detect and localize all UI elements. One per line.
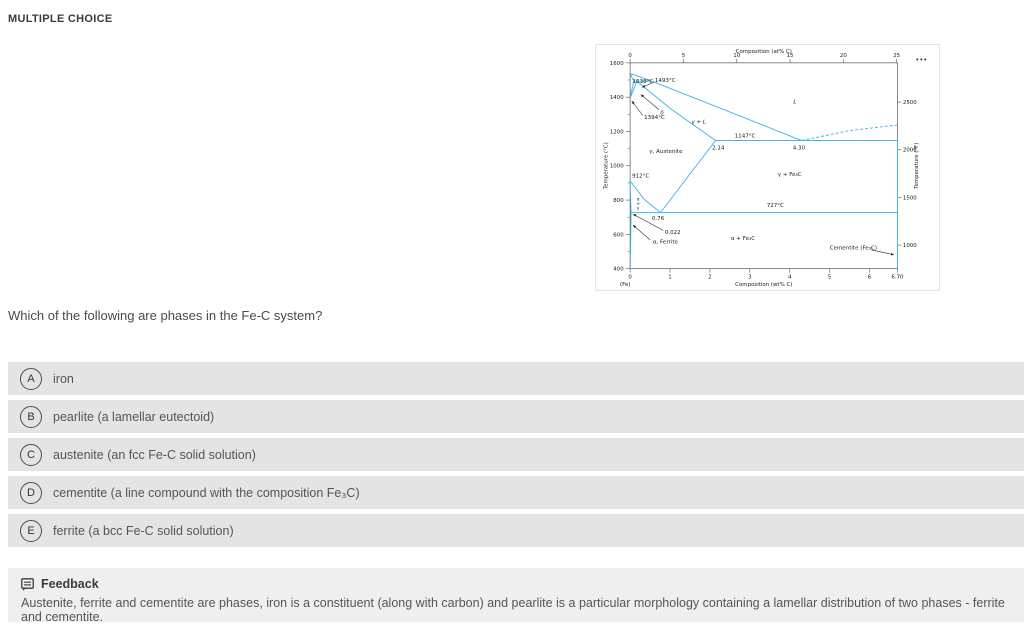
question-text: Which of the following are phases in the…: [8, 308, 323, 323]
pointer-cementite: [871, 249, 895, 256]
feedback-text: Austenite, ferrite and cementite are pha…: [21, 596, 1005, 624]
left-axis-tick-label: 1400: [610, 95, 624, 101]
boundary-alpha-gamma-solvus: [629, 180, 632, 213]
diagram-label: γ + L: [691, 119, 706, 125]
left-axis-tick-label: 1000: [610, 164, 624, 170]
fe-c-phase-diagram: 400 600 800 1000 1200 1400 1600 0 1 2 3 4 5 6 6.70 0 5 10…: [603, 49, 920, 288]
diagram-label: α: [637, 198, 640, 203]
diagram-label: γ + Fe₃C: [778, 172, 802, 178]
option-letter-badge: A: [20, 367, 42, 390]
top-axis-tick-label: 25: [893, 53, 900, 59]
option-row-d[interactable]: D cementite (a line compound with the co…: [8, 476, 1024, 509]
diagram-label: Cementite (Fe₃C): [830, 245, 877, 251]
diagram-label: 727°C: [767, 203, 784, 209]
option-letter-badge: C: [20, 443, 42, 466]
diagram-label: 1538°C: [633, 79, 654, 85]
option-letter-badge: D: [20, 481, 42, 504]
pointer-1493: [641, 81, 655, 88]
feedback-title: Feedback: [41, 577, 99, 591]
diagram-label: 0.76: [652, 216, 665, 222]
top-axis-tick-label: 20: [840, 53, 847, 59]
left-axis-tick-label: 800: [613, 198, 624, 204]
bottom-axis-tick-label: 1: [668, 275, 671, 281]
phase-diagram-figure: 400 600 800 1000 1200 1400 1600 0 1 2 3 4 5 6 6.70 0 5 10…: [595, 44, 940, 291]
left-axis-tick-label: 400: [613, 267, 624, 273]
diagram-label: 1394°C: [644, 115, 665, 121]
boundary-A3-boundary: [629, 180, 661, 213]
option-label: cementite (a line compound with the comp…: [53, 485, 360, 500]
diagram-label: γ: [637, 207, 640, 212]
feedback-header: Feedback: [21, 577, 1011, 591]
option-row-e[interactable]: E ferrite (a bcc Fe-C solid solution): [8, 514, 1024, 547]
boundary-gamma-solidus: [636, 80, 716, 141]
top-axis-tick-label: 15: [787, 53, 794, 59]
left-axis-title: Temperature (°C): [603, 142, 609, 190]
boundary-alpha-solvus: [629, 212, 632, 269]
image-options-menu[interactable]: •••: [916, 57, 928, 64]
left-axis-tick-label: 1600: [610, 61, 624, 67]
option-letter-badge: E: [20, 519, 42, 542]
bottom-axis-title: Composition (wt% C): [735, 282, 792, 288]
diagram-label: L: [793, 100, 796, 106]
option-row-c[interactable]: C austenite (an fcc Fe-C solid solution): [8, 438, 1024, 471]
feedback-panel: Feedback Austenite, ferrite and cementit…: [8, 568, 1024, 624]
boundary-delta-solidus: [629, 73, 635, 82]
diagram-label: 2.14: [712, 146, 725, 152]
boundary-delta-gamma-right: [629, 81, 638, 99]
diagram-label: 0.022: [665, 230, 681, 236]
bottom-axis-tick-label: 3: [748, 275, 752, 281]
pointer-delta: [640, 94, 660, 110]
option-label: austenite (an fcc Fe-C solid solution): [53, 447, 256, 462]
top-axis-tick-label: 10: [733, 53, 740, 59]
plot-frame: [629, 62, 898, 270]
diagram-label: 1147°C: [735, 133, 756, 139]
bottom-axis-tick-label: 0: [628, 275, 632, 281]
option-row-a[interactable]: A iron: [8, 362, 1024, 395]
pointer-1394: [631, 100, 644, 116]
diagram-label: 4.30: [793, 146, 806, 152]
option-label: pearlite (a lamellar eutectoid): [53, 409, 215, 424]
top-axis-tick-label: 0: [628, 53, 632, 59]
right-axis-title: Temperature (°F): [914, 143, 920, 190]
diagram-label: γ, Austenite: [649, 149, 683, 155]
right-axis-tick-label: 2000: [903, 148, 917, 154]
diagram-label: +: [636, 201, 640, 207]
bottom-axis-tick-label: 6: [868, 275, 872, 281]
right-axis-tick-label: 2500: [903, 100, 917, 106]
options-list: A iron B pearlite (a lamellar eutectoid)…: [8, 362, 1024, 552]
top-axis-title: Composition (at% C): [736, 49, 792, 55]
diagram-label: 1493°C: [655, 78, 676, 84]
bottom-axis-tick-label: 6.70: [891, 275, 904, 281]
bottom-axis-tick-label: 5: [828, 275, 831, 281]
right-axis-tick-label: 1500: [903, 195, 917, 201]
boundary-liquidus-extension: [801, 124, 898, 141]
diagram-label: α, Ferrite: [653, 239, 679, 245]
pointer-ferrite: [632, 224, 651, 241]
boundary-delta-gamma-left: [629, 81, 635, 99]
option-letter-badge: B: [20, 405, 42, 428]
right-axis-tick-label: 1000: [903, 243, 917, 249]
bottom-axis-tick-label: 4: [788, 275, 792, 281]
page-title: MULTIPLE CHOICE: [8, 13, 113, 25]
bottom-axis-tick-label: 2: [708, 275, 711, 281]
feedback-icon: [21, 577, 34, 591]
diagram-label: 912°C: [632, 173, 649, 179]
option-label: iron: [53, 371, 74, 386]
option-label: ferrite (a bcc Fe-C solid solution): [53, 523, 234, 538]
boundary-Acm-boundary: [660, 140, 716, 213]
option-row-b[interactable]: B pearlite (a lamellar eutectoid): [8, 400, 1024, 433]
left-axis-tick-label: 1200: [610, 129, 624, 135]
diagram-label: α + Fe₃C: [731, 236, 755, 242]
origin-label: (Fe): [620, 282, 630, 288]
diagram-label: δ: [660, 110, 664, 116]
top-axis-tick-label: 5: [682, 53, 685, 59]
pointer-0022: [632, 213, 664, 231]
left-axis-tick-label: 600: [613, 232, 624, 238]
